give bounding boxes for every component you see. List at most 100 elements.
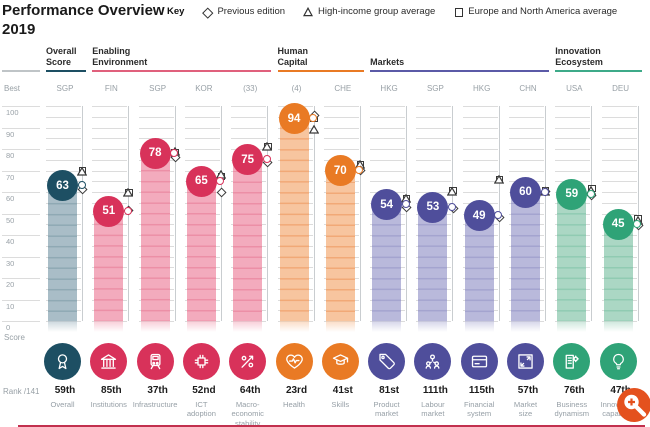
- high-income-average-marker-triangle: [354, 156, 366, 169]
- group-underline-human: [277, 70, 364, 72]
- group-underline-overall: [46, 70, 86, 72]
- axis-gridline: [2, 170, 40, 172]
- score-bar-fade: [94, 321, 124, 332]
- axis-best-label: Best: [4, 84, 21, 93]
- axis-gridline: [2, 278, 40, 279]
- gridline-dash: [509, 170, 544, 172]
- gridline-dash: [555, 170, 591, 172]
- page-title-line1: Performance Overview: [2, 2, 165, 19]
- pillar-rank: 76th: [564, 385, 585, 396]
- marker-line: [174, 106, 176, 321]
- axis-gridline: [2, 321, 40, 322]
- lightbulb-icon: [599, 343, 637, 380]
- gridline-dash: [46, 106, 81, 107]
- current-score-marker-circle: [355, 166, 364, 174]
- axis-gridline: [2, 127, 40, 129]
- pillar-label: Overall: [50, 400, 75, 409]
- axis-header-rule: [2, 70, 40, 72]
- gridline-dash: [370, 159, 406, 161]
- score-bar-fade: [48, 321, 77, 332]
- marker-line: [267, 106, 269, 321]
- high-income-average-marker-triangle: [400, 190, 412, 203]
- score-bar: [372, 204, 402, 321]
- best-country-code: DEU: [612, 84, 630, 93]
- gridline-dash: [601, 202, 637, 204]
- gridline-dash: [601, 159, 637, 161]
- marker-line: [637, 106, 639, 321]
- score-bar: [325, 170, 355, 321]
- score-bar: [233, 159, 263, 321]
- pillar-label: Product market: [373, 400, 400, 419]
- gridline-dash: [46, 116, 81, 118]
- score-bar: [140, 153, 170, 321]
- gridline-dash: [462, 116, 498, 118]
- axis-gridline: [2, 299, 40, 301]
- bottom-section-rule: [18, 424, 645, 427]
- score-bar-fade: [603, 321, 633, 332]
- gridline-dash: [46, 149, 81, 150]
- axis-gridline: [2, 192, 40, 193]
- square-icon: [453, 7, 464, 17]
- percent-trend-icon: [229, 343, 267, 380]
- gridline-dash: [416, 127, 452, 129]
- pillar-rank: 23rd: [285, 385, 308, 396]
- gridline-dash: [601, 170, 637, 172]
- expand-icon: [507, 343, 544, 380]
- gridline-dash: [231, 116, 267, 118]
- pillar-rank: 57th: [517, 385, 539, 396]
- gridline-dash: [92, 192, 128, 193]
- gridline-dash: [92, 106, 128, 107]
- gridline-dash: [416, 138, 452, 140]
- group-header-innovation: Innovation Ecosystem: [555, 46, 603, 68]
- high-income-average-marker-triangle: [493, 171, 504, 184]
- gridline-dash: [601, 192, 637, 193]
- score-bar-fade: [325, 321, 355, 332]
- gridline-dash: [555, 138, 591, 140]
- gridline-dash: [46, 138, 81, 140]
- pillar-label: Skills: [331, 400, 350, 409]
- score-bar-fade: [511, 321, 540, 332]
- gridline-dash: [138, 127, 174, 129]
- gridline-dash: [555, 159, 591, 161]
- current-score-marker-circle: [216, 176, 225, 185]
- axis-tick-label: 90: [6, 129, 15, 139]
- group-header-human: Human Capital: [277, 46, 309, 68]
- high-income-average-marker-triangle: [76, 163, 88, 176]
- gridline-dash: [462, 149, 498, 150]
- gridline-dash: [323, 149, 359, 150]
- score-circle: 54: [371, 189, 403, 221]
- axis-tick-label: 100: [6, 108, 19, 117]
- score-bar: [603, 224, 633, 321]
- marker-line: [313, 106, 315, 321]
- gridline-dash: [370, 116, 406, 118]
- axis-gridline: [2, 213, 40, 215]
- gridline-dash: [92, 181, 128, 183]
- bank-icon: [90, 343, 128, 380]
- gridline-dash: [555, 149, 591, 150]
- diamond-icon: [202, 6, 214, 18]
- gridline-dash: [462, 192, 498, 193]
- axis-gridline: [2, 149, 40, 150]
- gridline-dash: [509, 127, 544, 129]
- current-score-marker-circle: [262, 155, 271, 164]
- score-bar-fade: [279, 321, 309, 332]
- gridline-dash: [509, 106, 544, 107]
- marker-line: [220, 106, 222, 321]
- gridline-dash: [184, 149, 220, 150]
- current-score-marker-circle: [540, 187, 549, 196]
- score-circle: 53: [417, 191, 449, 223]
- best-country-code: HKG: [473, 84, 491, 93]
- triangle-icon: [303, 6, 314, 17]
- axis-tick-label: 60: [6, 194, 15, 203]
- gridline-dash: [416, 149, 452, 150]
- group-header-overall: Overall Score: [46, 46, 77, 68]
- zoom-in-magnifier[interactable]: [616, 387, 650, 423]
- gridline-dash: [462, 170, 498, 172]
- pillar-rank: 41st: [332, 385, 353, 396]
- gridline-dash: [92, 138, 128, 140]
- pillar-label: Health: [283, 400, 305, 409]
- building-gear-icon: [553, 343, 591, 380]
- award-icon: [44, 343, 81, 380]
- current-score-marker-circle: [401, 200, 410, 209]
- gridline-dash: [370, 138, 406, 140]
